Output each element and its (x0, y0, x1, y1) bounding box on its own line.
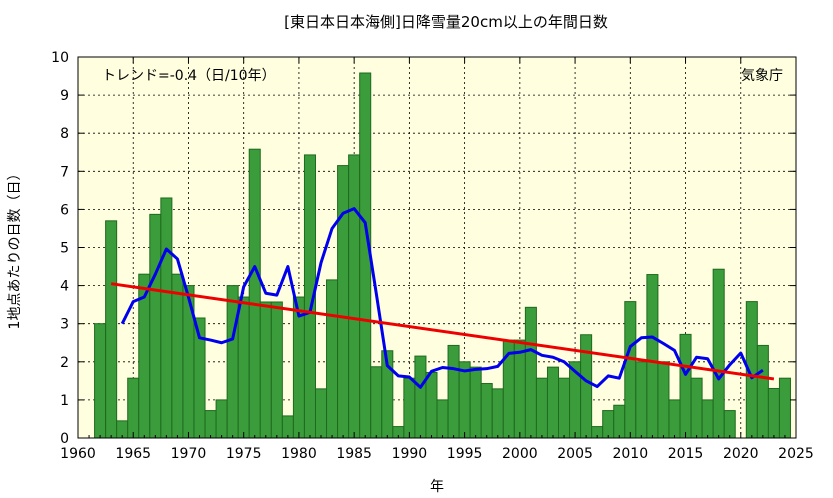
bar (215, 399, 228, 439)
bar (337, 165, 350, 439)
bar (370, 366, 383, 439)
bar (105, 220, 118, 439)
y-tick-label: 1 (60, 393, 69, 409)
bar (160, 197, 173, 439)
bar (646, 274, 659, 439)
bar (292, 296, 305, 439)
y-tick-label: 9 (60, 88, 69, 104)
y-tick-label: 10 (51, 50, 69, 66)
bar (348, 154, 361, 439)
y-tick-label: 8 (60, 126, 69, 142)
x-tick-label: 1995 (447, 446, 483, 462)
bar (237, 296, 250, 439)
bar (701, 399, 714, 439)
chart-title: [東日本日本海側]日降雪量20cm以上の年間日数 (284, 13, 608, 31)
x-tick-label: 2005 (557, 446, 593, 462)
x-tick-label: 1985 (336, 446, 372, 462)
bar (436, 399, 449, 439)
x-tick-label: 2015 (668, 446, 704, 462)
y-tick-label: 0 (60, 431, 69, 447)
y-axis: 0 1 2 3 4 5 6 7 8 9 10 (51, 50, 796, 447)
x-tick-label: 1975 (226, 446, 262, 462)
bar (524, 306, 537, 439)
x-tick-label: 1960 (60, 446, 96, 462)
bar (546, 366, 560, 439)
x-axis-label: 年 (430, 479, 444, 495)
y-tick-label: 2 (60, 355, 69, 371)
x-tick-label: 1980 (281, 446, 317, 462)
bar (414, 355, 427, 439)
trend-annotation: トレンド=-0.4（日/10年） (102, 68, 276, 84)
bar (679, 333, 692, 439)
bar (723, 410, 736, 439)
bar (778, 377, 791, 439)
bar (480, 383, 493, 439)
y-tick-label: 4 (60, 279, 69, 295)
bar (259, 301, 272, 439)
x-tick-label: 1970 (171, 446, 207, 462)
bar (171, 273, 184, 439)
credit-label: 気象庁 (741, 68, 783, 84)
bar (558, 377, 571, 439)
bar (469, 366, 482, 439)
bar (204, 410, 217, 439)
bar (94, 323, 107, 439)
x-tick-label: 2020 (723, 446, 759, 462)
bar (657, 361, 670, 439)
bar (635, 361, 648, 439)
bar (447, 344, 460, 439)
y-axis-label: 1地点あたりの日数（日） (7, 167, 23, 330)
bar (767, 387, 780, 439)
bars (94, 72, 791, 439)
y-tick-label: 5 (60, 241, 69, 257)
x-tick-label: 2010 (612, 446, 648, 462)
x-tick-label: 1990 (392, 446, 428, 462)
bar (602, 410, 615, 439)
bar (314, 388, 328, 439)
y-tick-label: 3 (60, 317, 69, 333)
bar (403, 377, 416, 439)
trend-line (110, 282, 775, 381)
y-tick-label: 6 (60, 202, 69, 218)
bar (756, 344, 769, 439)
bar (270, 301, 283, 439)
moving-average-line (120, 207, 764, 389)
bar (613, 404, 626, 439)
x-tick-label: 1965 (115, 446, 151, 462)
y-tick-label: 7 (60, 164, 69, 180)
bar (491, 388, 504, 439)
bar (712, 268, 725, 439)
bar (127, 377, 140, 439)
bar (226, 285, 239, 439)
bar (248, 148, 261, 439)
bar (690, 377, 703, 439)
bar (425, 371, 438, 439)
bar (668, 399, 681, 439)
bar (326, 279, 339, 439)
bar (513, 339, 526, 439)
bar (535, 377, 548, 439)
x-tick-label: 2025 (778, 446, 814, 462)
bar (458, 361, 471, 439)
bar (149, 213, 162, 439)
bar (624, 301, 637, 439)
x-tick-label: 2000 (502, 446, 538, 462)
x-axis: 1960 1965 1970 1975 1980 1985 1990 1995 2000 2005… (60, 57, 814, 462)
bar (281, 415, 294, 439)
